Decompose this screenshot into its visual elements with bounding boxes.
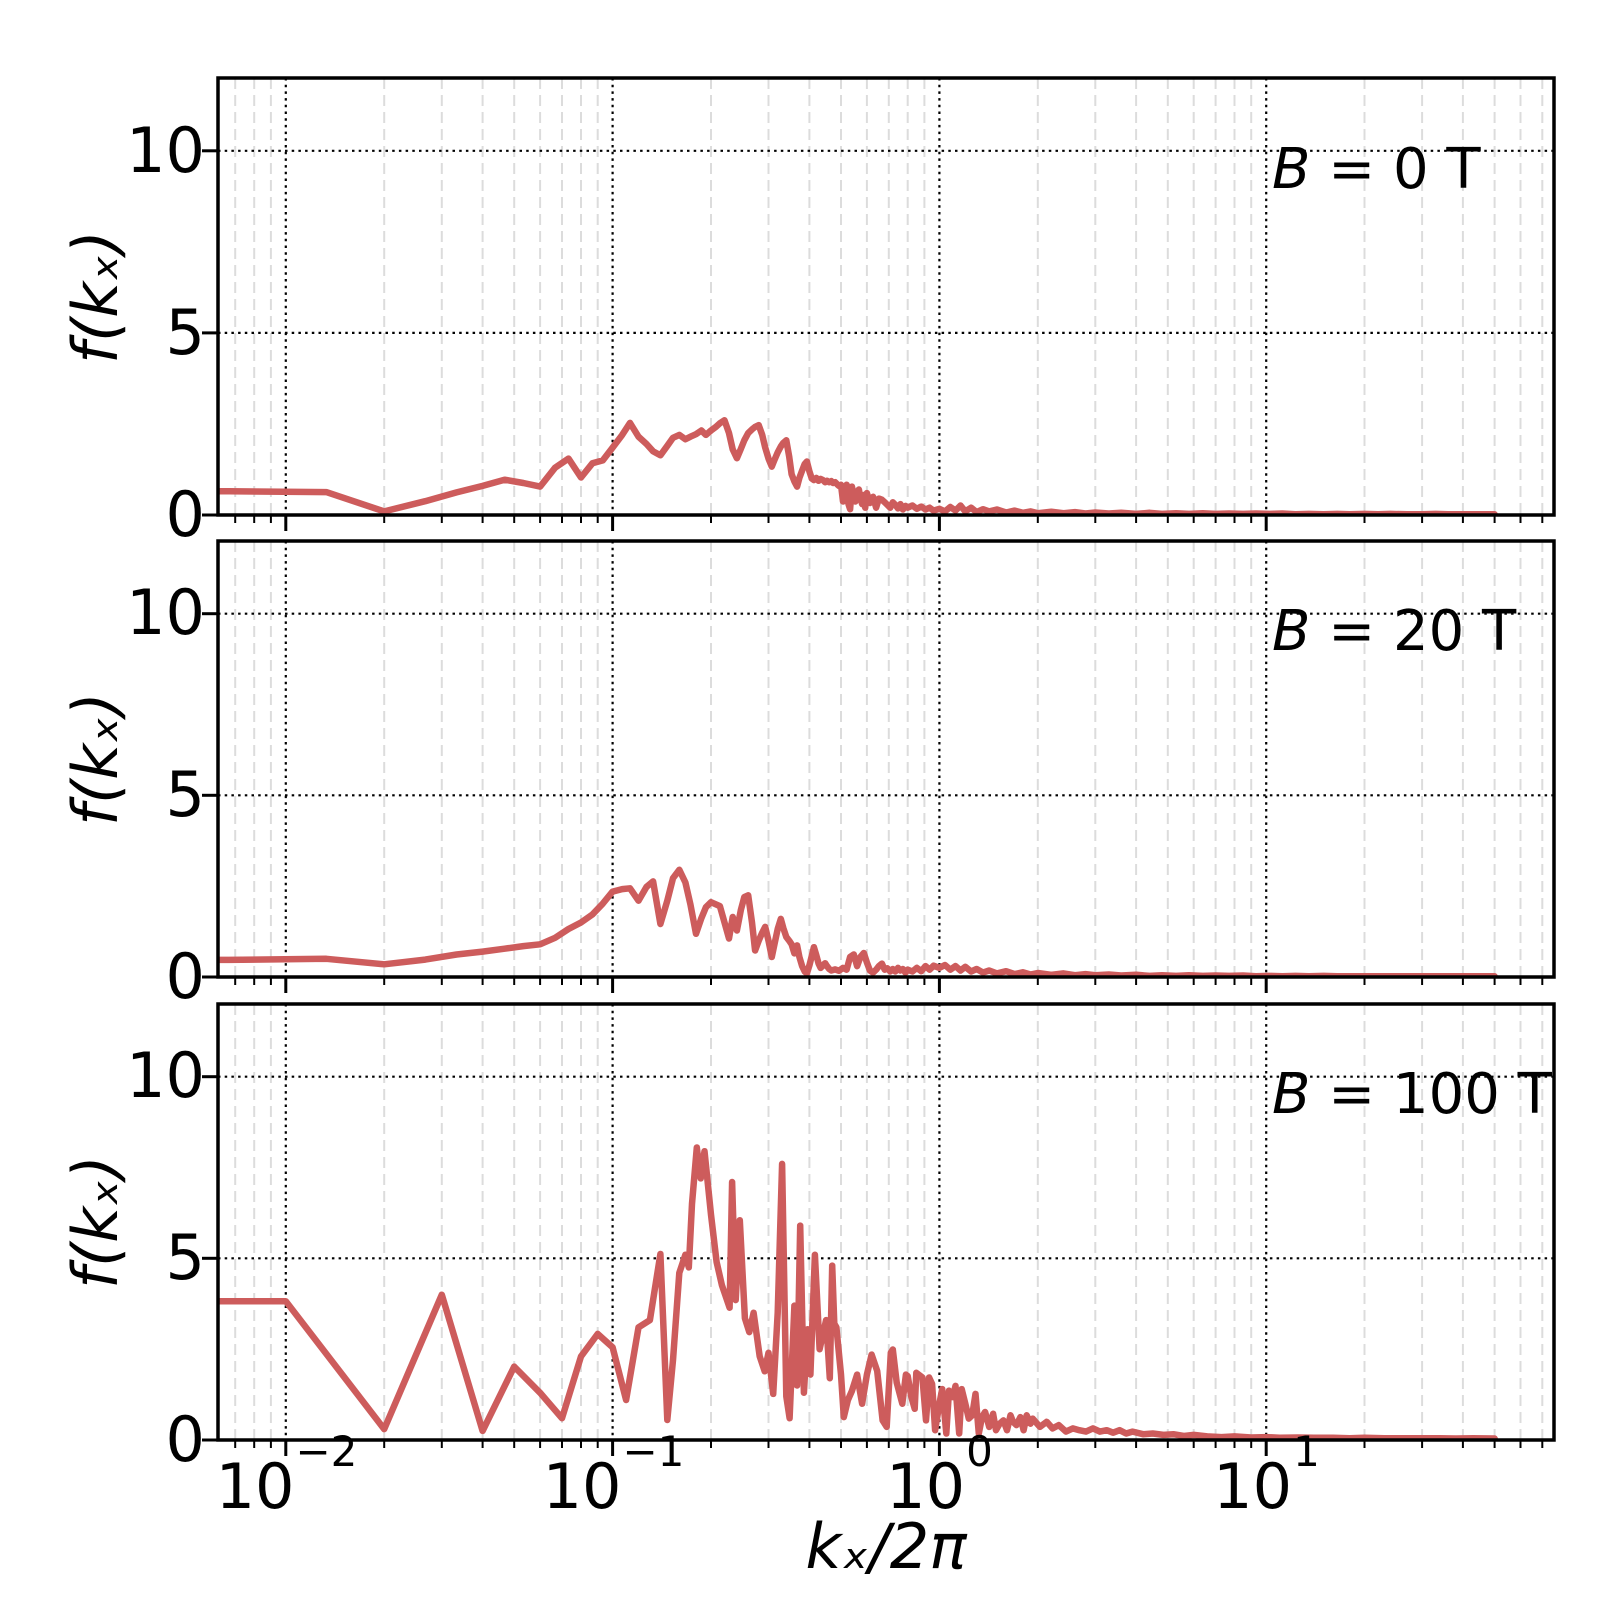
y-tick-label: 0 [165,478,205,551]
annotation-variable: B [1272,599,1311,664]
x-tick-base: 10 [542,1450,622,1523]
annotation-value: = 100 T [1310,1062,1552,1127]
x-tick-base: 10 [215,1450,295,1523]
x-tick-exponent: −2 [295,1427,358,1477]
y-tick-label: 5 [165,758,205,831]
y-tick-label: 10 [126,114,205,187]
x-tick-label: 10−2 [216,1431,358,1518]
x-tick-exponent: 0 [966,1427,993,1477]
x-tick-base: 10 [1213,1450,1293,1523]
x-tick-exponent: −1 [622,1427,685,1477]
y-tick-label: 10 [126,1039,205,1112]
x-tick-label: 100 [886,1431,993,1518]
y-tick-label: 10 [126,576,205,649]
annotation-variable: B [1272,1062,1311,1127]
x-tick-label: 101 [1213,1431,1320,1518]
annotation-value: = 20 T [1310,599,1517,664]
y-tick-label: 5 [165,296,205,369]
annotation-variable: B [1272,137,1311,202]
panel-annotation-b100: B = 100 T [1272,1067,1552,1123]
y-tick-label: 0 [165,1403,205,1476]
x-tick-exponent: 1 [1293,1427,1320,1477]
x-axis-label: kₓ/2π [805,1510,967,1583]
y-axis-label: f(kₓ) [59,230,132,364]
annotation-value: = 0 T [1310,137,1481,202]
spectrum-line [218,866,1498,977]
y-axis-label: f(kₓ) [59,692,132,826]
spectrum-line [218,417,1498,515]
y-tick-label: 5 [165,1221,205,1294]
panel-annotation-b0: B = 0 T [1272,142,1481,198]
x-tick-base: 10 [886,1450,966,1523]
y-axis-label: f(kₓ) [59,1155,132,1289]
x-tick-label: 10−1 [543,1431,685,1518]
spectrum-line [218,1144,1498,1440]
panel-annotation-b20: B = 20 T [1272,604,1516,660]
y-tick-label: 0 [165,940,205,1013]
